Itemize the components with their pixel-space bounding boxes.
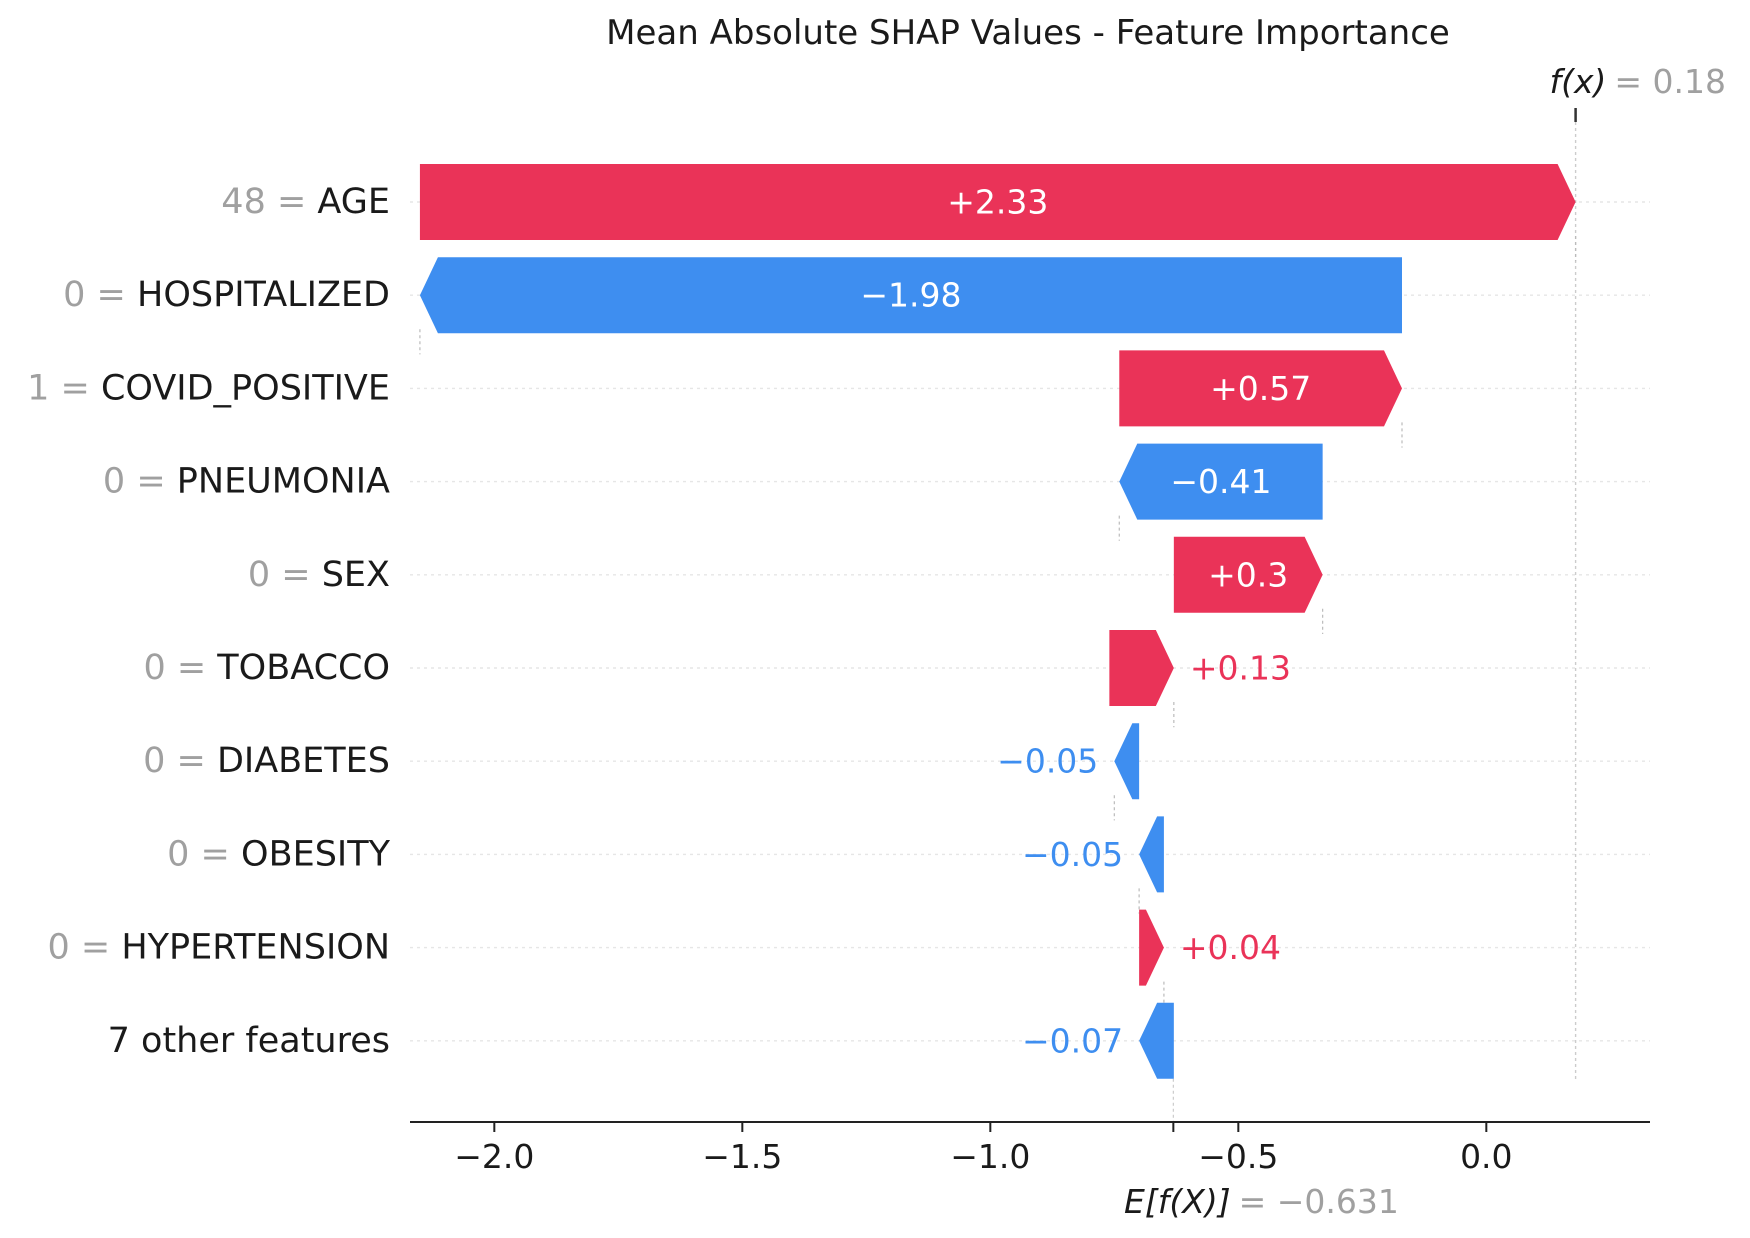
bar-value-label: −0.05 xyxy=(1022,835,1123,874)
bar-age xyxy=(419,164,1576,240)
feature-name: OBESITY xyxy=(241,834,391,874)
bar-pneumonia xyxy=(1119,443,1323,520)
bar-hospitalized xyxy=(419,257,1402,334)
feature-name: TOBACCO xyxy=(216,648,390,688)
feature-name: COVID_POSITIVE xyxy=(101,368,390,408)
x-tick-label: 0.0 xyxy=(1460,1137,1512,1176)
feature-label: 0 = PNEUMONIA xyxy=(103,462,390,502)
bars-layer: +2.33 −1.98 +0.57 −0.41 +0.3 +0.13 −0.05 −0.05 +… xyxy=(419,164,1576,1079)
bar-value-label: −0.05 xyxy=(997,742,1098,781)
bar-7-other-features xyxy=(1139,1002,1174,1079)
feature-label: 0 = HYPERTENSION xyxy=(48,928,391,968)
feature-value: 1 = xyxy=(27,368,101,408)
output-label: f(x) xyxy=(1549,62,1606,101)
bar-value-label: −0.07 xyxy=(1022,1021,1123,1060)
feature-value: 0 = xyxy=(63,275,137,315)
bar-tobacco xyxy=(1109,630,1174,706)
svg-text:f(x)= 0.18: f(x) = 0.18 xyxy=(1549,62,1726,101)
x-tick-label: −1.0 xyxy=(950,1137,1030,1176)
feature-label: 7 other features xyxy=(108,1021,390,1061)
feature-name: HYPERTENSION xyxy=(121,928,390,968)
bar-value-label: +0.04 xyxy=(1180,928,1281,967)
bar-obesity xyxy=(1139,816,1164,893)
bar-value-label: +0.57 xyxy=(1210,369,1311,408)
feature-value: 0 = xyxy=(248,555,322,595)
feature-value: 0 = xyxy=(48,928,122,968)
feature-value: 0 = xyxy=(103,462,177,502)
feature-name: DIABETES xyxy=(217,741,390,781)
bar-covid-positive xyxy=(1119,350,1402,427)
feature-label: 0 = DIABETES xyxy=(143,741,390,781)
bar-hypertension xyxy=(1139,909,1164,986)
bar-value-label: +2.33 xyxy=(947,183,1048,222)
bar-value-label: +0.13 xyxy=(1190,649,1291,688)
bar-diabetes xyxy=(1114,723,1140,800)
x-axis: −2.0 −1.5 −1.0 −0.5 0.0 xyxy=(410,1121,1650,1176)
bar-value-label: −1.98 xyxy=(860,276,961,315)
feature-label: 0 = HOSPITALIZED xyxy=(63,275,390,315)
feature-name: HOSPITALIZED xyxy=(137,275,390,315)
feature-value: 0 = xyxy=(143,648,217,688)
x-tick-label: −2.0 xyxy=(454,1137,534,1176)
feature-name: SEX xyxy=(322,555,390,595)
chart-title: Mean Absolute SHAP Values - Feature Impo… xyxy=(606,13,1450,53)
bar-value-label: +0.3 xyxy=(1208,555,1288,594)
feature-label: 48 = AGE xyxy=(221,182,390,222)
feature-value: 0 = xyxy=(143,741,217,781)
feature-name: 7 other features xyxy=(108,1021,390,1061)
base-value: = −0.631 xyxy=(1239,1182,1399,1221)
feature-label: 0 = OBESITY xyxy=(167,834,390,874)
base-value-annotation: E[f(X)] = −0.631 xyxy=(1124,1182,1399,1221)
feature-name: AGE xyxy=(317,182,390,222)
svg-text:E[f(X)]= −0.631: E[f(X)] = −0.631 xyxy=(1124,1182,1399,1221)
feature-value: 48 = xyxy=(221,182,317,222)
feature-label: 1 = COVID_POSITIVE xyxy=(27,368,390,408)
feature-label: 0 = SEX xyxy=(248,555,390,595)
bar-value-label: −0.41 xyxy=(1170,462,1271,501)
feature-labels: 48 = AGE 0 = HOSPITALIZED 1 = COVID_POSITI… xyxy=(27,182,391,1061)
feature-name: PNEUMONIA xyxy=(177,462,390,502)
x-tick-label: −0.5 xyxy=(1198,1137,1278,1176)
output-value: = 0.18 xyxy=(1614,62,1726,101)
feature-label: 0 = TOBACCO xyxy=(143,648,390,688)
bar-sex xyxy=(1173,536,1323,613)
output-value-annotation: f(x) = 0.18 xyxy=(1549,62,1726,101)
feature-value: 0 = xyxy=(167,834,241,874)
reference-lines xyxy=(419,108,1577,1122)
base-label: E[f(X)] xyxy=(1124,1182,1231,1221)
x-tick-label: −1.5 xyxy=(702,1137,782,1176)
